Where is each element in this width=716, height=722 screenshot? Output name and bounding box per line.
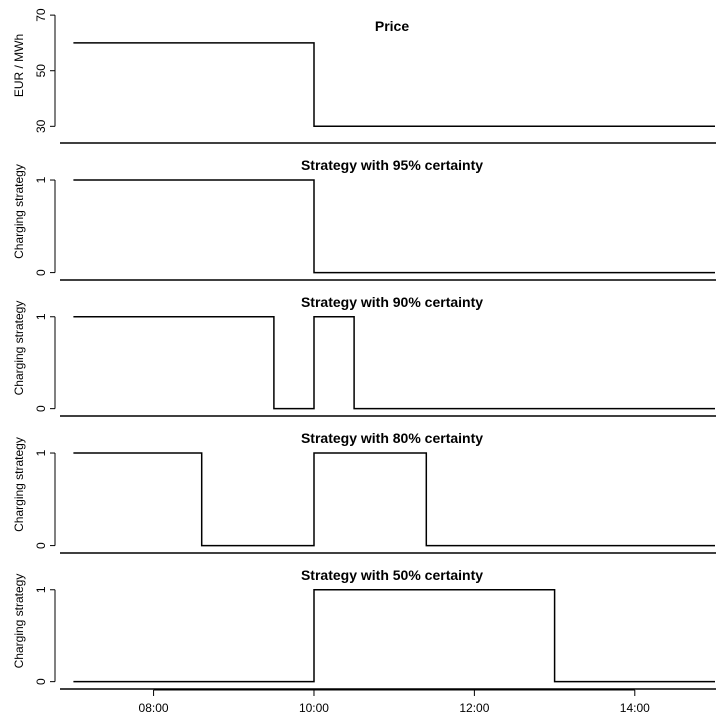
series-line: [73, 179, 715, 274]
x-tick-label: 08:00: [139, 701, 169, 715]
y-tick-label: 0: [34, 542, 48, 549]
panel-title: Strategy with 50% certainty: [301, 567, 483, 583]
series-line: [73, 316, 715, 410]
y-tick-label: 1: [34, 449, 48, 456]
y-tick-label: 1: [34, 176, 48, 183]
x-tick-label: 10:00: [299, 701, 329, 715]
series-line: [73, 589, 715, 683]
y-tick-label: 1: [34, 313, 48, 320]
x-tick-label: 14:00: [620, 701, 650, 715]
y-axis-label: Charging strategy: [12, 301, 26, 396]
y-axis-label: Charging strategy: [12, 574, 26, 669]
y-tick-label: 1: [34, 586, 48, 593]
y-tick-label: 0: [34, 405, 48, 412]
panel-title: Strategy with 95% certainty: [301, 157, 483, 173]
y-axis-label: EUR / MWh: [12, 34, 26, 97]
y-tick-label: 50: [34, 64, 48, 78]
series-line: [73, 42, 715, 128]
x-tick-label: 12:00: [459, 701, 489, 715]
panel-title: Strategy with 90% certainty: [301, 294, 483, 310]
y-tick-label: 70: [34, 8, 48, 22]
y-tick-label: 0: [34, 269, 48, 276]
y-tick-label: 30: [34, 119, 48, 133]
y-axis-label: Charging strategy: [12, 164, 26, 259]
series-line: [73, 452, 715, 547]
y-tick-label: 0: [34, 678, 48, 685]
panel-title: Price: [375, 18, 409, 34]
panel-title: Strategy with 80% certainty: [301, 430, 483, 446]
y-axis-label: Charging strategy: [12, 437, 26, 532]
